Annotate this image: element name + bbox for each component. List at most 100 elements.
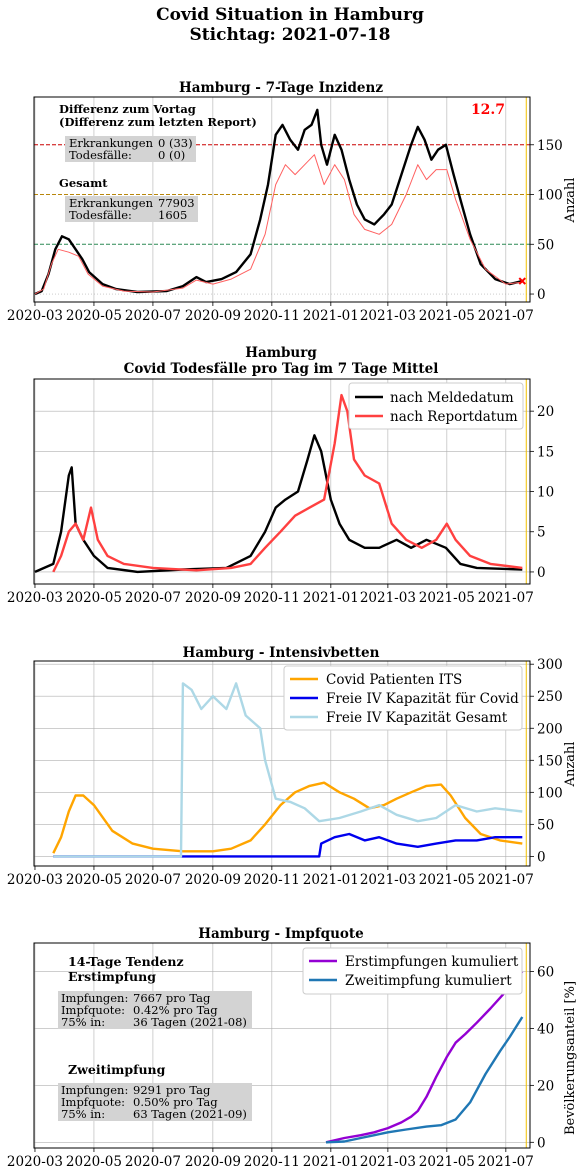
second-dose-label-2: Impfquote:	[61, 1095, 125, 1109]
icu-legend-label-2: Freie IV Kapazität Gesamt	[326, 710, 508, 726]
icu-ytick-label: 300	[537, 657, 563, 673]
deaths-legend-label-0: nach Meldedatum	[390, 390, 514, 406]
incidence-ytick-label: 150	[537, 138, 563, 154]
vaccination-ylabel: Bevölkerungsanteil [%]	[563, 981, 578, 1135]
deaths-title-line1: Hamburg	[245, 345, 317, 361]
icu-ytick-label: 200	[537, 721, 563, 737]
first-dose-title-1: 14-Tage Tendenz	[68, 954, 184, 969]
vaccination-xtick-label: 2020-05	[66, 1154, 122, 1170]
first-dose-label-1: Impfungen:	[61, 991, 128, 1005]
incidence-series-line	[34, 154, 523, 295]
icu-legend-label-1: Freie IV Kapazität für Covid	[326, 691, 519, 707]
deaths-xtick-label: 2020-07	[125, 590, 181, 606]
deaths-xtick-label: 2021-07	[478, 590, 534, 606]
incidence-series-line	[34, 108, 523, 296]
vaccination-legend-label-0: Erstimpfungen kumuliert	[345, 954, 519, 970]
incidence-xtick-label: 2020-05	[66, 308, 122, 324]
vaccination-xtick-label: 2020-09	[185, 1154, 241, 1170]
first-dose-title-2: Erstimpfung	[68, 969, 156, 984]
icu-series-line	[52, 781, 523, 854]
vaccination-legend-label-1: Zweitimpfung kumuliert	[345, 973, 512, 989]
diff-cases-value: 0 (33)	[158, 136, 193, 150]
icu-ytick-label: 250	[537, 689, 563, 705]
diff-cases-label: Erkrankungen	[69, 136, 154, 150]
icu-series-line	[53, 832, 523, 858]
icu-ylabel: Anzahl	[563, 742, 578, 788]
deaths-xtick-label: 2021-03	[360, 590, 416, 606]
second-dose-value-2: 0.50% pro Tag	[133, 1095, 218, 1109]
icu-legend-box	[283, 665, 523, 731]
figure-title-line2: Stichtag: 2021-07-18	[190, 25, 391, 45]
first-dose-box	[58, 991, 252, 1029]
incidence-xtick-label: 2021-07	[478, 308, 534, 324]
vaccination-ytick-label: 60	[537, 964, 554, 980]
icu-legend: Covid Patienten ITS Freie IV Kapazität f…	[283, 665, 523, 731]
icu-xtick-label: 2021-07	[478, 872, 534, 888]
deaths-axes-frame	[33, 378, 531, 585]
icu-ytick-label: 50	[537, 817, 554, 833]
vaccination-series-line	[325, 1016, 524, 1144]
second-dose-box	[58, 1083, 252, 1121]
icu-xtick-label: 2020-03	[7, 872, 63, 888]
vaccination-legend-box	[302, 947, 523, 995]
incidence-xtick-label: 2020-03	[7, 308, 63, 324]
incidence-xtick-label: 2021-01	[303, 308, 359, 324]
vaccination-xtick-label: 2021-03	[360, 1154, 416, 1170]
deaths-ytick-label: 0	[537, 565, 546, 581]
icu-ytick-label: 0	[537, 849, 546, 865]
deaths-ytick-label: 5	[537, 525, 546, 541]
icu-xtick-label: 2021-01	[303, 872, 359, 888]
deaths-legend-box	[348, 382, 524, 430]
incidence-xtick-label: 2021-05	[419, 308, 475, 324]
incidence-xtick-label: 2020-07	[125, 308, 181, 324]
incidence-axes-frame	[33, 96, 531, 303]
incidence-ylabel: Anzahl	[563, 178, 578, 224]
deaths-xtick-label: 2020-09	[185, 590, 241, 606]
vaccination-title: Hamburg - Impfquote	[198, 926, 364, 942]
incidence-current-value: 12.7	[471, 102, 505, 118]
first-dose-label-3: 75% in:	[61, 1015, 105, 1029]
diff-box	[65, 136, 196, 162]
diff-title-1: Differenz zum Vortag	[59, 102, 196, 116]
deaths-panel: Hamburg Covid Todesfälle pro Tag im 7 Ta…	[7, 345, 554, 606]
vaccination-ytick-label: 20	[537, 1078, 554, 1094]
deaths-legend-label-1: nach Reportdatum	[390, 409, 518, 425]
deaths-legend: nach Meldedatum nach Reportdatum	[348, 382, 524, 430]
first-dose-value-3: 36 Tagen (2021-08)	[133, 1015, 247, 1029]
second-dose-value-1: 9291 pro Tag	[133, 1083, 211, 1097]
second-dose-value-3: 63 Tagen (2021-09)	[133, 1107, 247, 1121]
icu-legend-label-0: Covid Patienten ITS	[326, 672, 462, 688]
total-deaths-value: 1605	[158, 208, 187, 222]
figure-title-line1: Covid Situation in Hamburg	[156, 5, 424, 25]
incidence-xtick-label: 2021-03	[360, 308, 416, 324]
icu-xtick-label: 2020-07	[125, 872, 181, 888]
icu-xtick-label: 2021-03	[360, 872, 416, 888]
icu-xtick-label: 2021-05	[419, 872, 475, 888]
vaccination-xtick-label: 2020-07	[125, 1154, 181, 1170]
vaccination-xtick-label: 2021-01	[303, 1154, 359, 1170]
total-title: Gesamt	[59, 176, 108, 190]
vaccination-series-line	[325, 970, 524, 1144]
icu-panel: Hamburg - Intensivbetten 2020-03 2020-05 2…	[7, 645, 578, 888]
deaths-xtick-label: 2021-05	[419, 590, 475, 606]
second-dose-title: Zweitimpfung	[68, 1062, 166, 1077]
incidence-ytick-label: 100	[537, 188, 563, 204]
vaccination-panel: Hamburg - Impfquote 2020-03 2020-05 2020-0…	[7, 926, 578, 1170]
deaths-series-line	[34, 434, 523, 574]
incidence-current-marker	[518, 277, 526, 285]
incidence-panel: Hamburg - 7-Tage Inzidenz 2020-03 2020-05…	[7, 80, 578, 324]
vaccination-axes-frame	[33, 942, 531, 1149]
deaths-xtick-label: 2020-11	[244, 590, 300, 606]
deaths-xtick-label: 2020-05	[66, 590, 122, 606]
vaccination-ytick-label: 40	[537, 1021, 554, 1037]
diff-deaths-label: Todesfälle:	[69, 148, 132, 162]
deaths-ytick-label: 15	[537, 444, 554, 460]
deaths-xtick-label: 2020-03	[7, 590, 63, 606]
incidence-xtick-label: 2020-11	[244, 308, 300, 324]
incidence-xtick-label: 2020-09	[185, 308, 241, 324]
vaccination-xtick-label: 2021-05	[419, 1154, 475, 1170]
total-box	[65, 196, 198, 222]
vaccination-xtick-label: 2020-03	[7, 1154, 63, 1170]
second-dose-label-3: 75% in:	[61, 1107, 105, 1121]
